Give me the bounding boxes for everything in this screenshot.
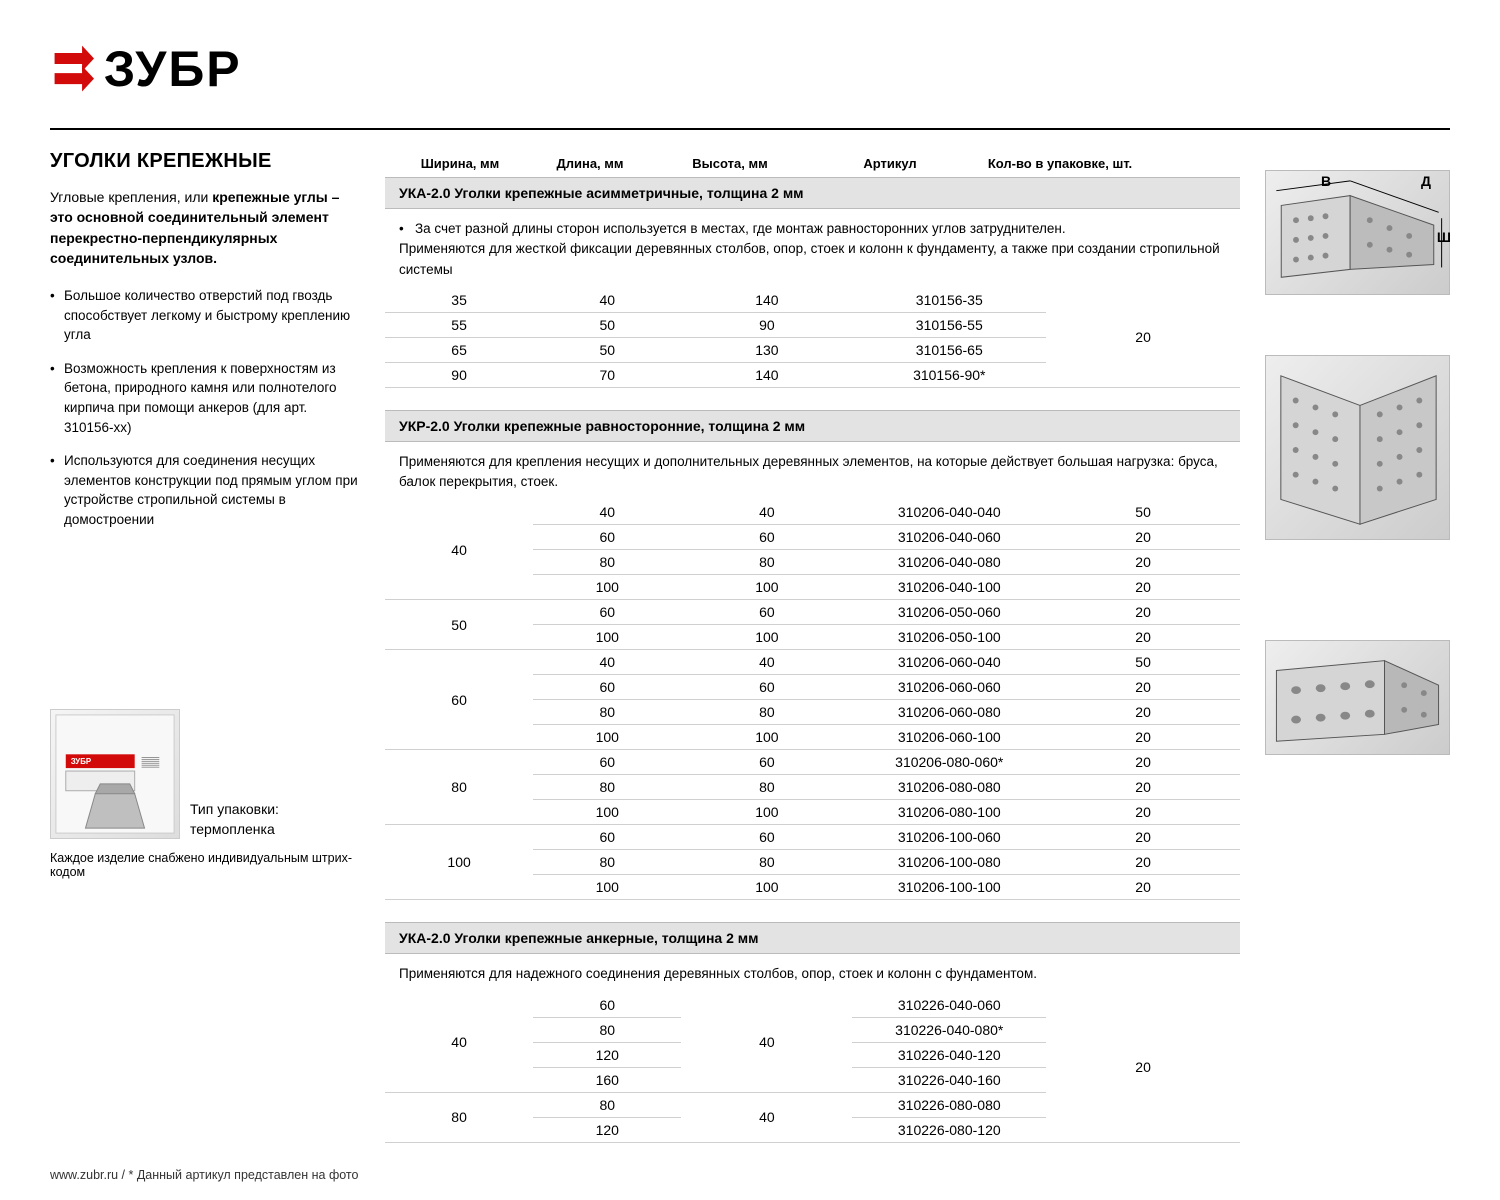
logo-text: ЗУБР [104, 40, 242, 98]
table-row: 1006060310206-100-06020 [385, 825, 1240, 850]
table-row: 406040310226-040-06020 [385, 993, 1240, 1018]
product-image [1265, 355, 1450, 540]
section-header: УКА-2.0 Уголки крепежные анкерные, толщи… [385, 922, 1240, 954]
feature-item: Используются для соединения несущих элем… [50, 451, 360, 529]
feature-item: Большое количество отверстий под гвоздь … [50, 286, 360, 345]
feature-item: Возможность крепления к поверхностям из … [50, 359, 360, 437]
feature-list: Большое количество отверстий под гвоздь … [50, 286, 360, 529]
product-section: УКА-2.0 Уголки крепежные анкерные, толщи… [385, 922, 1240, 1142]
table-row: 806060310206-080-060*20 [385, 750, 1240, 775]
logo-arrow-icon [50, 42, 96, 97]
top-divider [50, 128, 1450, 130]
product-section: УКА-2.0 Уголки крепежные асимметричные, … [385, 177, 1240, 388]
section-description: Применяются для крепления несущих и допо… [385, 442, 1240, 501]
packaging-image: ЗУБР [50, 709, 180, 839]
section-header: УКА-2.0 Уголки крепежные асимметричные, … [385, 177, 1240, 209]
col-header: Длина, мм [525, 156, 655, 171]
intro-text: Угловые крепления, или крепежные углы – … [50, 187, 360, 268]
section-description: За счет разной длины сторон используется… [385, 209, 1240, 288]
col-header: Высота, мм [655, 156, 805, 171]
table-row: 506060310206-050-06020 [385, 600, 1240, 625]
col-header: Кол-во в упаковке, шт. [975, 156, 1145, 171]
section-description: Применяются для надежного соединения дер… [385, 954, 1240, 992]
spec-table: 406040310226-040-0602080310226-040-080*1… [385, 993, 1240, 1143]
table-row: 404040310206-040-04050 [385, 500, 1240, 525]
page-title: УГОЛКИ КРЕПЕЖНЫЕ [50, 150, 360, 173]
spec-table: 404040310206-040-040506060310206-040-060… [385, 500, 1240, 900]
product-image: В Д Ш [1265, 170, 1450, 295]
svg-text:ЗУБР: ЗУБР [71, 758, 91, 767]
section-header: УКР-2.0 Уголки крепежные равносторонние,… [385, 410, 1240, 442]
packaging-note: Каждое изделие снабжено индивидуальным ш… [50, 851, 360, 879]
spec-table: 3540140310156-3520 555090310156-55 65501… [385, 288, 1240, 388]
product-image [1265, 640, 1450, 755]
col-header: Ширина, мм [395, 156, 525, 171]
product-section: УКР-2.0 Уголки крепежные равносторонние,… [385, 410, 1240, 901]
brand-logo: ЗУБР [50, 40, 1450, 98]
packaging-label: Тип упаковки: [190, 800, 279, 820]
footer-note: www.zubr.ru / * Данный артикул представл… [50, 1168, 358, 1182]
packaging-block: ЗУБР Тип упаковки: [50, 709, 360, 879]
table-header-row: Ширина, мм Длина, мм Высота, мм Артикул … [385, 150, 1240, 177]
packaging-value: термопленка [190, 820, 279, 840]
col-header: Артикул [805, 156, 975, 171]
table-row: 604040310206-060-04050 [385, 650, 1240, 675]
table-row: 3540140310156-3520 [385, 288, 1240, 313]
